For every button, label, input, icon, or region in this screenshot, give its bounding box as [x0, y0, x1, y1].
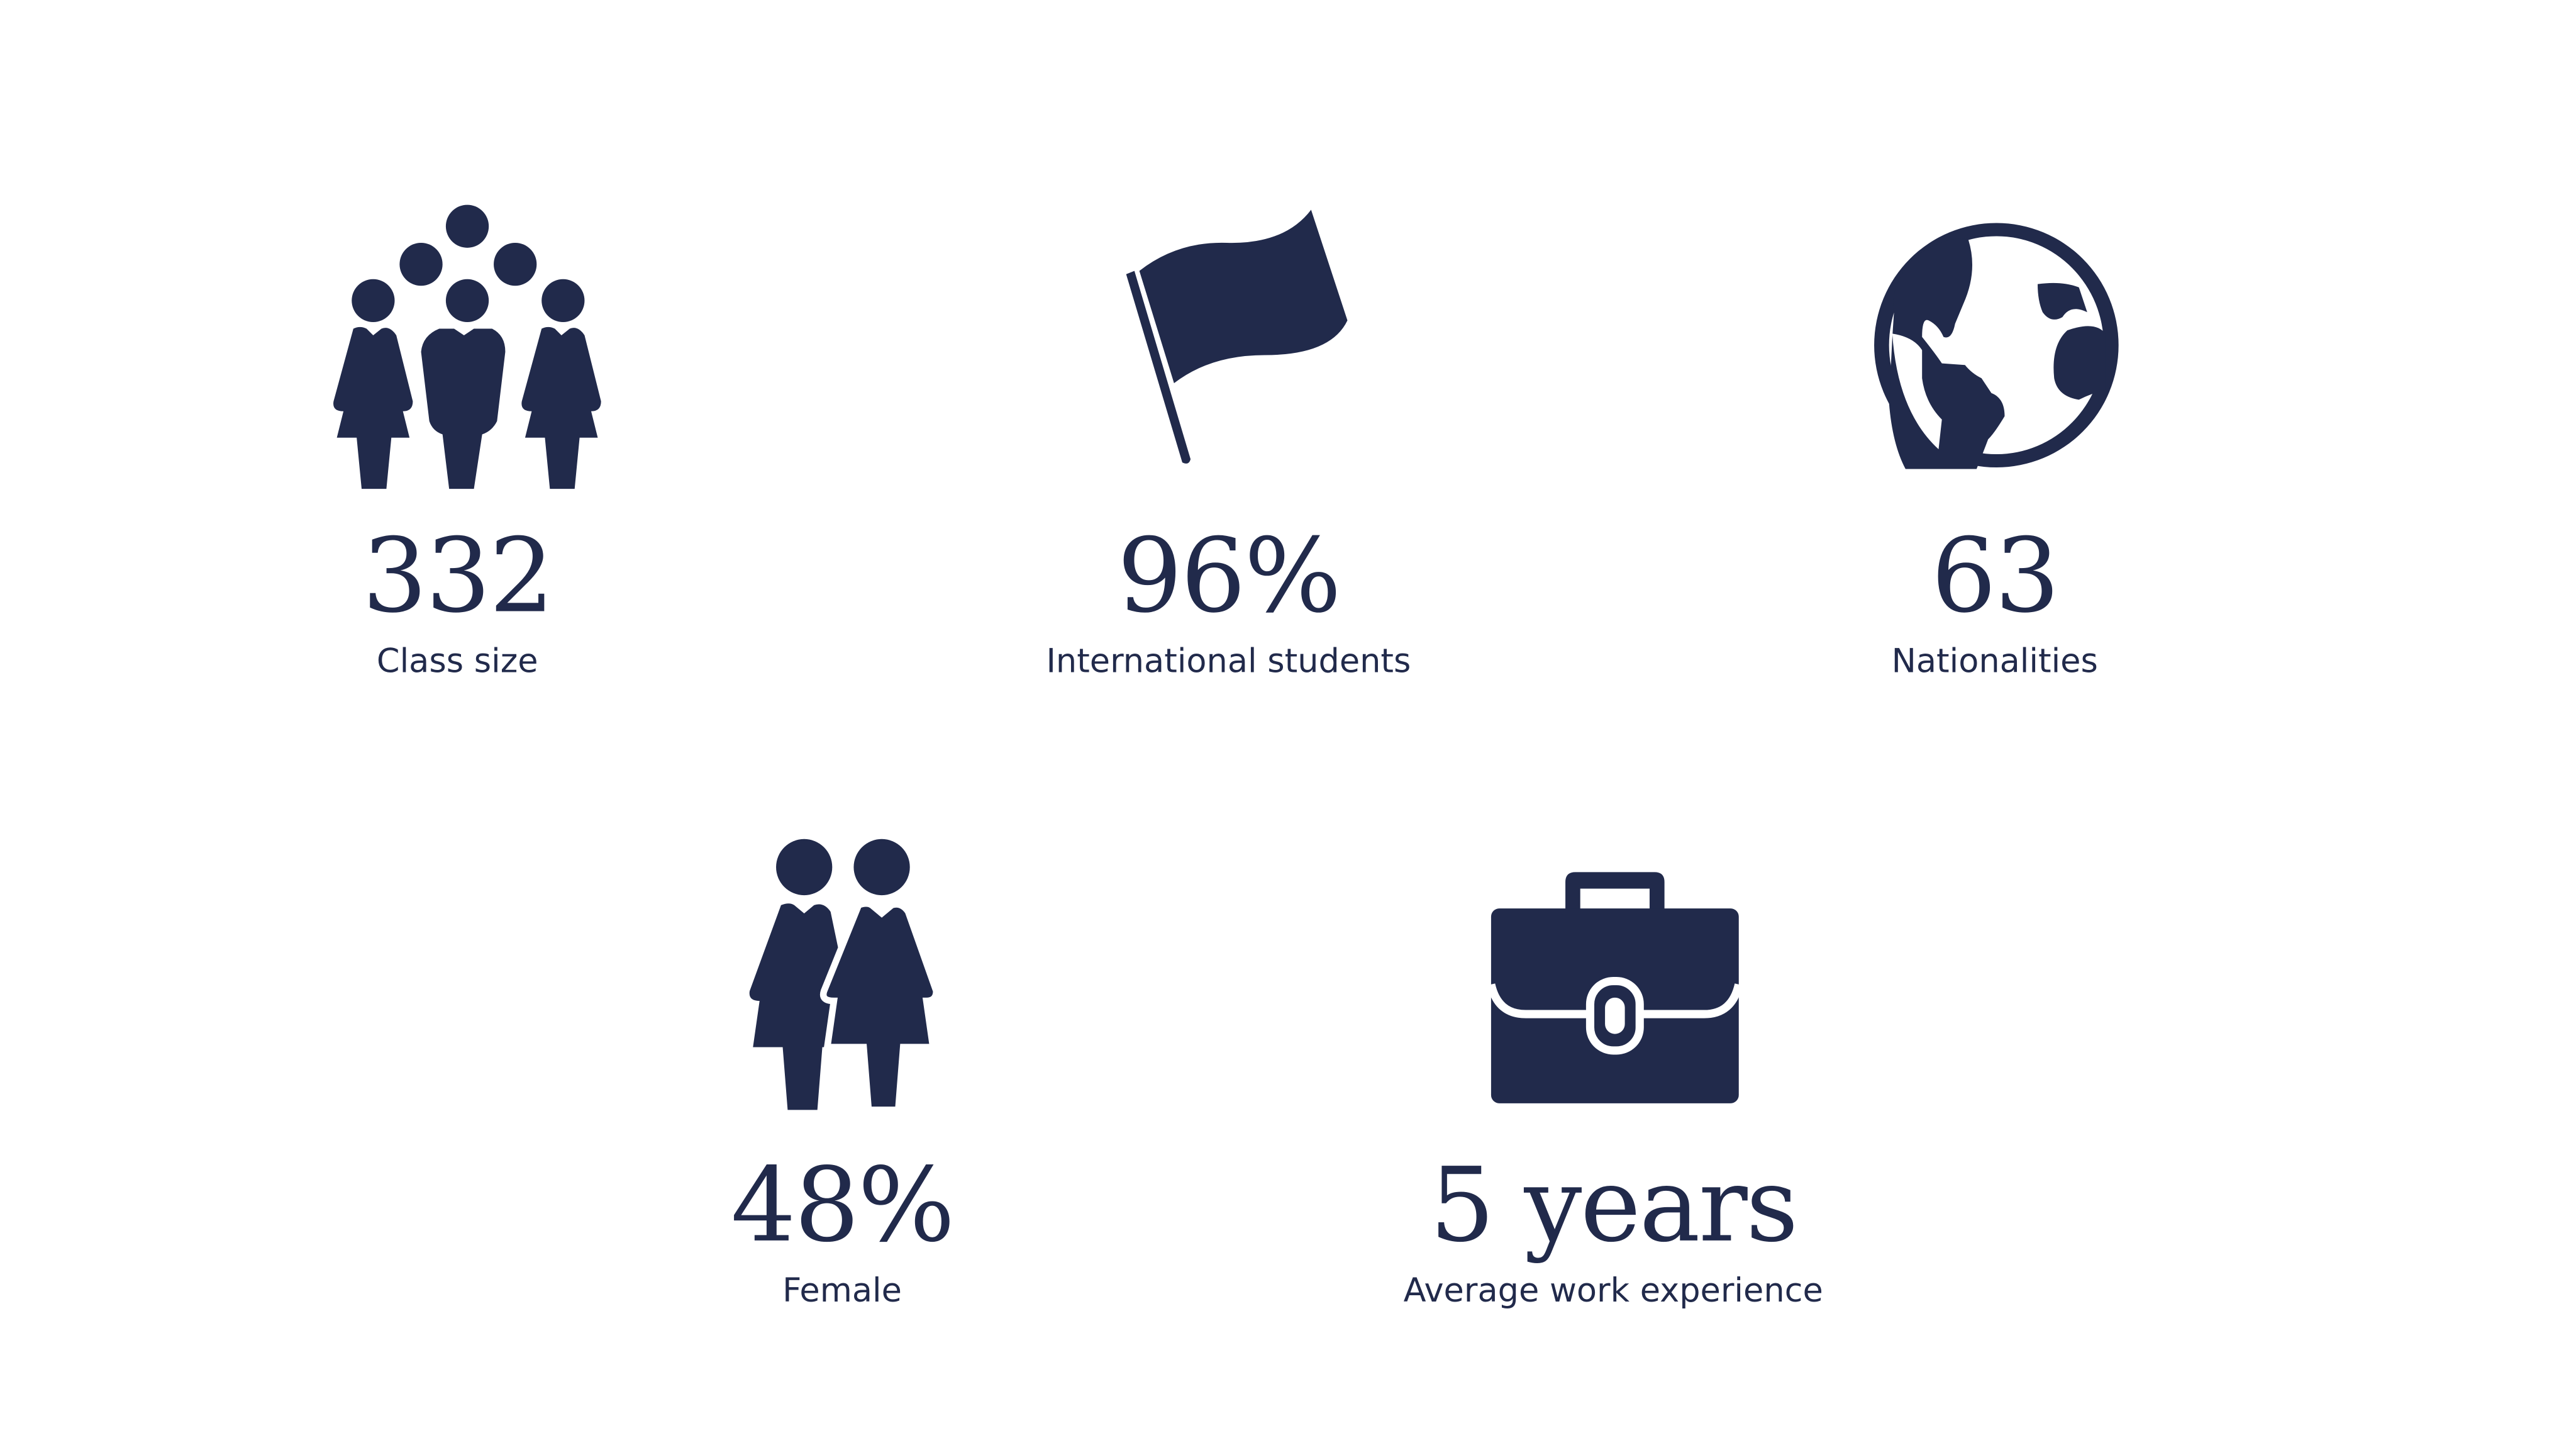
group-of-people-icon	[333, 204, 601, 489]
stat-value: 63	[1931, 515, 2060, 636]
flag-icon	[1126, 209, 1348, 464]
stat-value: 5 years	[1430, 1144, 1798, 1266]
stat-value: 332	[362, 515, 554, 636]
stat-label: Female	[782, 1270, 902, 1310]
two-women-icon	[749, 839, 940, 1113]
globe-icon	[1874, 223, 2119, 469]
stat-label: Nationalities	[1891, 640, 2098, 681]
stat-value: 96%	[1117, 515, 1341, 636]
stat-label: International students	[1046, 640, 1411, 681]
stat-value: 48%	[731, 1144, 955, 1266]
stat-label: Class size	[376, 640, 538, 681]
stat-label: Average work experience	[1403, 1270, 1823, 1310]
briefcase-icon	[1489, 872, 1741, 1103]
